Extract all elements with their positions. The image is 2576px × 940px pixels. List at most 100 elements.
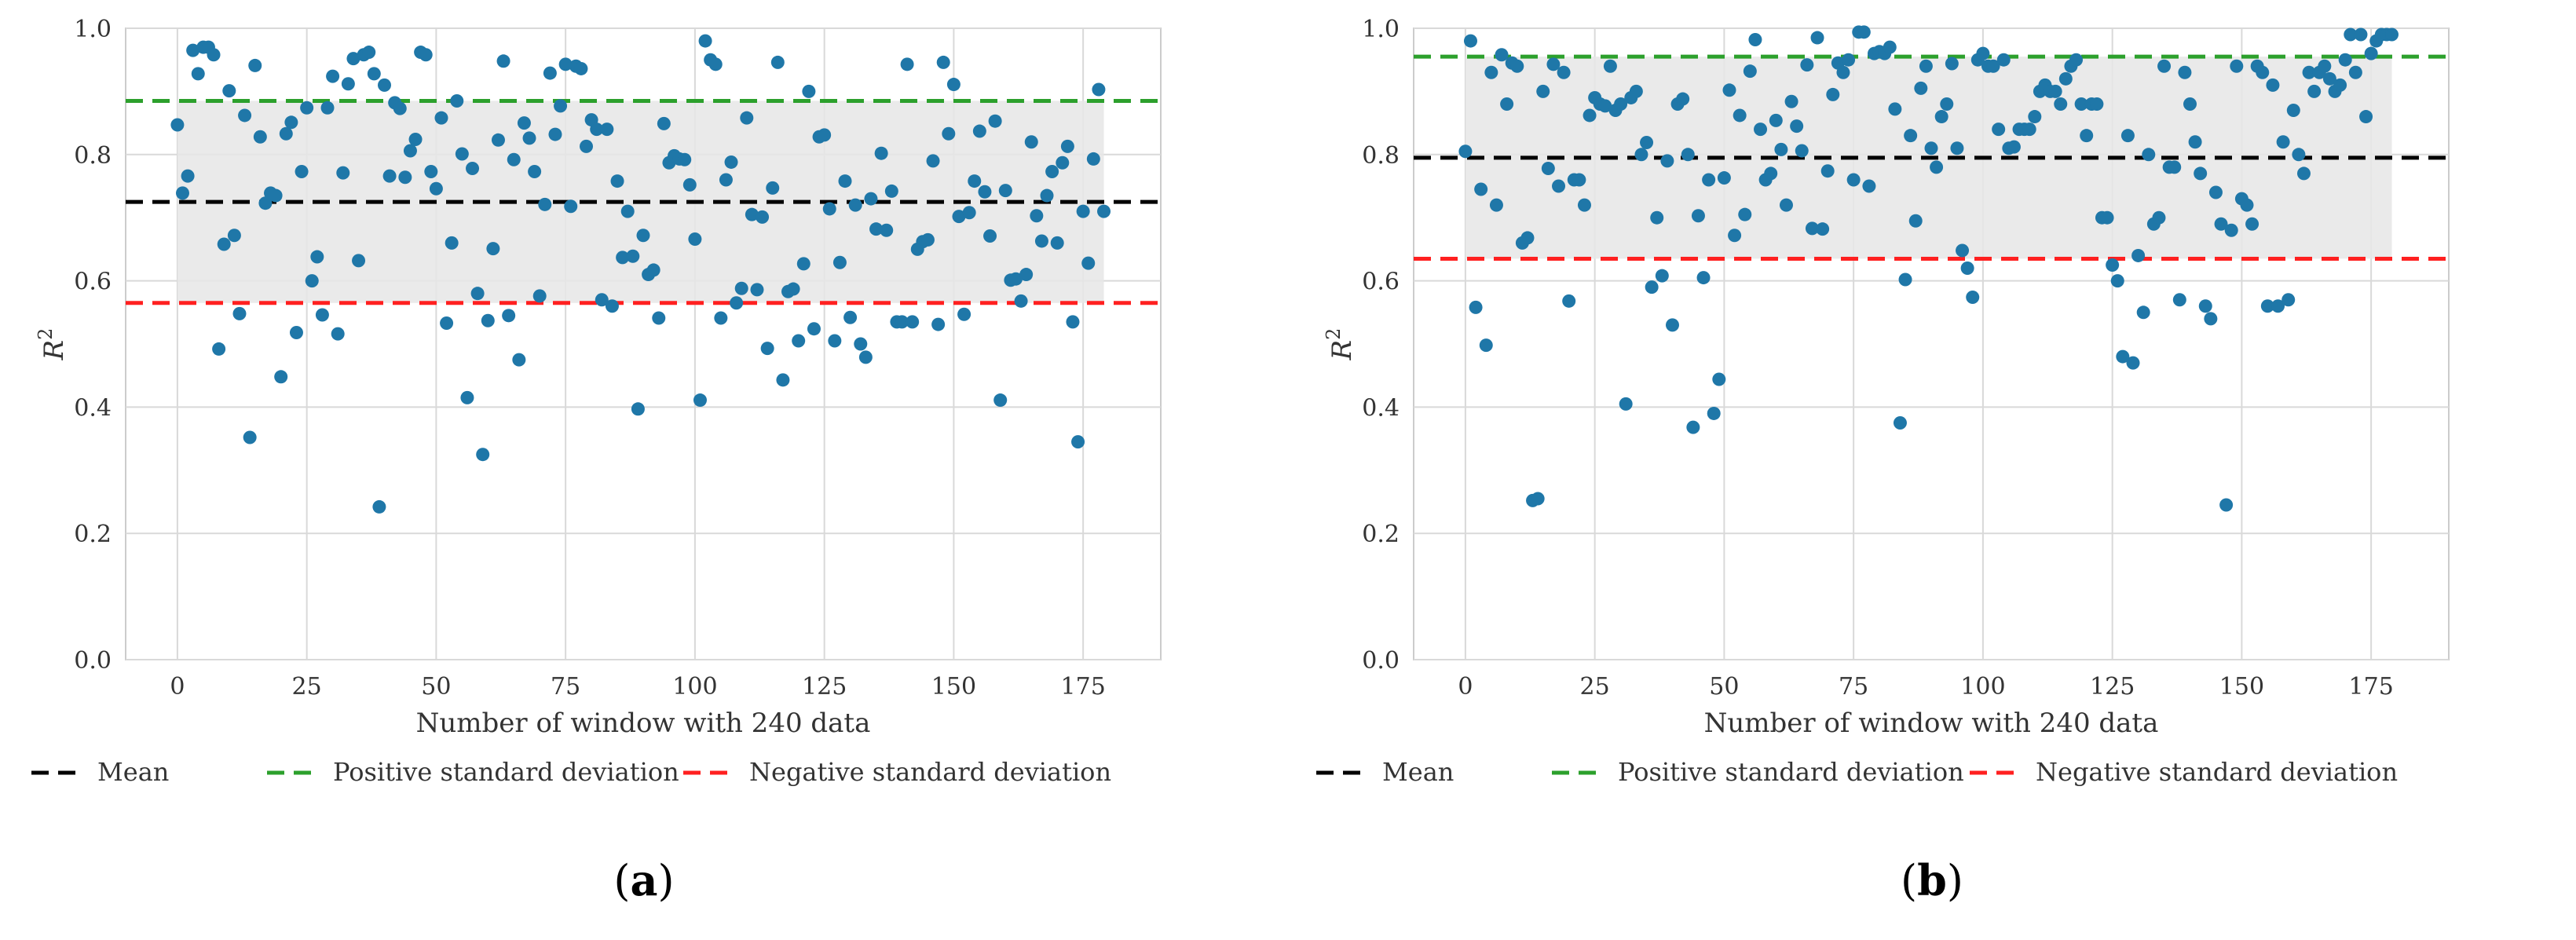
data-point: [600, 123, 614, 137]
data-point: [574, 61, 588, 75]
data-point: [2120, 129, 2135, 143]
data-point: [331, 327, 345, 341]
data-point: [900, 57, 914, 71]
x-tick-label: 125: [802, 673, 847, 700]
data-point: [378, 78, 391, 92]
data-point: [766, 181, 780, 195]
data-point: [1696, 271, 1711, 285]
data-point: [181, 169, 195, 183]
data-point: [998, 184, 1012, 198]
legend-label: Positive standard deviation: [1618, 757, 1964, 787]
data-point: [2058, 71, 2073, 86]
data-point: [1820, 164, 1835, 178]
data-point: [393, 101, 407, 115]
data-point: [1919, 59, 1933, 73]
data-point: [300, 101, 314, 115]
panel-a-chart: 0 25 50 75 100 125 150 175 0.0 0.2 0.4 0.6 0.8 1.0 Num…: [31, 16, 1162, 787]
data-point: [450, 93, 464, 108]
data-point: [1934, 110, 1948, 124]
data-point: [507, 152, 521, 166]
data-point: [2198, 299, 2212, 313]
data-point: [1500, 97, 1514, 111]
data-point: [646, 263, 660, 277]
data-point: [2116, 349, 2130, 364]
data-point: [2302, 65, 2316, 79]
data-point: [1950, 141, 1964, 155]
data-point: [972, 124, 986, 138]
data-point: [1008, 272, 1023, 286]
data-point: [590, 123, 604, 137]
data-point: [207, 48, 221, 62]
data-point: [1924, 141, 1938, 155]
data-point: [2106, 258, 2120, 272]
x-tick-label: 175: [1061, 673, 1106, 700]
data-point: [289, 326, 303, 340]
panel-b-chart: 0 25 50 75 100 125 150 175 0.0 0.2 0.4 0.6 0.8 1.0 Num…: [1316, 16, 2450, 787]
data-point: [838, 174, 852, 188]
data-point: [1930, 160, 1944, 174]
data-point: [580, 139, 594, 153]
data-point: [191, 67, 205, 81]
data-point: [2194, 166, 2208, 181]
data-point: [745, 207, 759, 221]
x-tick-label: 75: [1839, 673, 1868, 700]
data-point: [1728, 229, 1742, 243]
data-point: [864, 192, 878, 206]
data-point: [170, 118, 185, 132]
data-point: [1097, 204, 1111, 218]
data-point: [818, 128, 832, 142]
x-tick-label: 100: [1960, 673, 2005, 700]
data-point: [770, 55, 785, 69]
data-point: [1577, 198, 1591, 212]
data-point: [848, 198, 862, 212]
data-point: [1562, 294, 1576, 308]
data-point: [1940, 97, 1954, 111]
data-point: [403, 144, 417, 158]
data-point: [854, 337, 868, 351]
data-point: [2048, 84, 2062, 98]
data-point: [1681, 148, 1695, 162]
data-point: [760, 342, 774, 356]
data-point: [1629, 84, 1643, 98]
data-point: [2338, 53, 2352, 67]
data-point: [1666, 318, 1679, 332]
data-point: [175, 186, 189, 200]
data-point: [796, 257, 810, 271]
data-point: [730, 296, 744, 310]
y-tick-label: 0.6: [74, 269, 112, 296]
legend-label: Mean: [1382, 757, 1454, 787]
data-point: [843, 310, 858, 324]
panel-b-label: (b): [1901, 855, 1963, 905]
data-point: [708, 57, 723, 71]
data-point: [1603, 59, 1617, 73]
data-point: [1030, 209, 1044, 223]
data-point: [1707, 406, 1721, 420]
data-point: [1014, 294, 1028, 308]
data-point: [491, 133, 505, 147]
data-point: [408, 133, 423, 147]
data-point: [434, 111, 448, 125]
data-point: [2286, 104, 2300, 118]
data-point: [1986, 59, 2000, 73]
data-point: [2007, 140, 2021, 154]
data-point: [2348, 65, 2362, 79]
x-tick-label: 25: [1580, 673, 1610, 700]
data-point: [776, 373, 790, 387]
data-point: [558, 57, 573, 71]
data-point: [238, 108, 252, 123]
data-point: [2276, 135, 2290, 149]
data-point: [693, 393, 707, 408]
data-point: [1914, 81, 1928, 95]
data-point: [1634, 148, 1648, 162]
panel-a-label: (a): [613, 855, 674, 905]
x-tick-label: 125: [2090, 673, 2135, 700]
data-point: [517, 116, 531, 130]
data-point: [1800, 58, 1814, 72]
data-point: [946, 78, 961, 92]
data-point: [1034, 234, 1048, 248]
data-point: [832, 255, 847, 269]
data-point: [605, 299, 619, 313]
data-point: [957, 307, 971, 321]
data-point: [1842, 53, 1856, 67]
data-point: [1717, 171, 1731, 185]
